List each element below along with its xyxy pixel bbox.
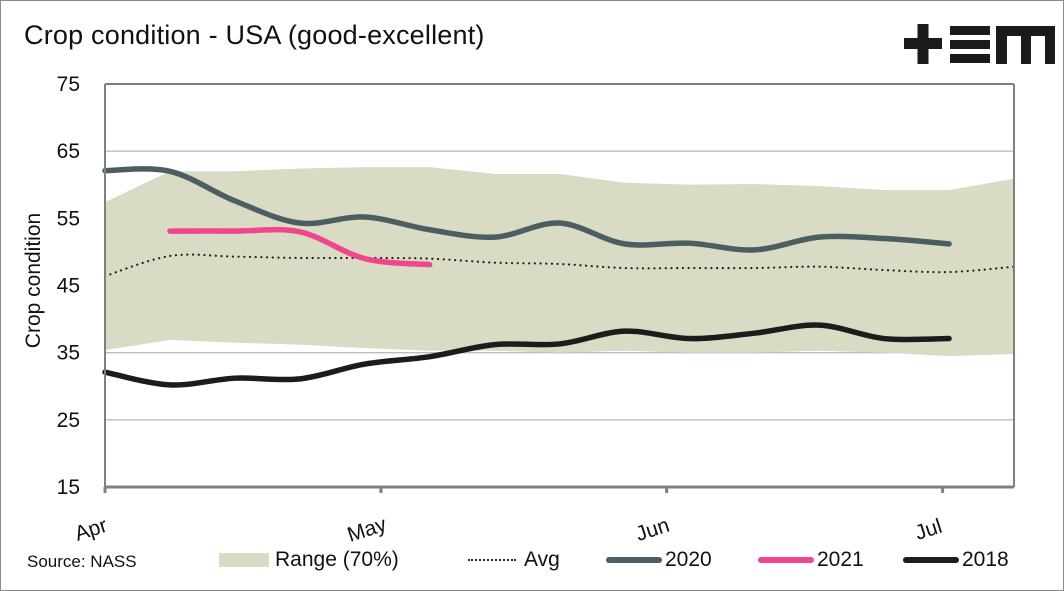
- series-line-2021: [167, 226, 433, 268]
- y-tick-label-65: 65: [57, 140, 80, 163]
- legend: Range (70%) Avg 2020 2021 2018: [0, 548, 1064, 578]
- tem-logo: [904, 24, 1055, 64]
- y-tick-label-35: 35: [57, 342, 80, 365]
- legend-label-range: Range (70%): [275, 548, 399, 571]
- x-tick-label-apr: Apr: [72, 514, 110, 546]
- y-tick-label-25: 25: [57, 409, 80, 432]
- legend-swatch-2020: [606, 557, 662, 563]
- x-tick-label-may: May: [345, 513, 390, 547]
- y-tick-label-15: 15: [57, 476, 80, 499]
- legend-label-2021: 2021: [817, 548, 864, 571]
- y-tick-label-45: 45: [57, 275, 80, 298]
- legend-label-2018: 2018: [962, 548, 1009, 571]
- series-line-2018: [102, 322, 952, 388]
- logo-e-bot: [950, 54, 990, 63]
- legend-swatch-2018: [903, 557, 959, 563]
- logo-plus-v: [917, 24, 929, 64]
- y-axis-title: Crop condition: [22, 213, 45, 348]
- x-tick-label-jun: Jun: [633, 514, 672, 546]
- y-tick-label-55: 55: [57, 207, 80, 230]
- range-band-overlay: [105, 167, 1014, 357]
- legend-item-2021: 2021: [758, 548, 864, 572]
- logo-e-mid: [950, 40, 990, 49]
- legend-item-range: Range (70%): [219, 548, 399, 572]
- source-note: Source: NASS: [27, 552, 137, 571]
- legend-swatch-2021: [758, 557, 814, 563]
- y-tick-label-75: 75: [57, 73, 80, 96]
- legend-swatch-avg: [468, 559, 516, 561]
- logo-m: [996, 26, 1055, 64]
- legend-label-avg: Avg: [524, 548, 560, 571]
- legend-item-2018: 2018: [903, 548, 1009, 572]
- legend-item-avg: Avg: [468, 548, 560, 572]
- series-line-2020: [102, 166, 952, 253]
- logo-e-top: [950, 26, 990, 35]
- legend-label-2020: 2020: [665, 548, 712, 571]
- chart-title: Crop condition - USA (good-excellent): [24, 20, 485, 50]
- legend-swatch-range: [219, 553, 269, 567]
- legend-item-2020: 2020: [606, 548, 712, 572]
- series-line-avg: [103, 253, 1016, 278]
- x-tick-label-jul: Jul: [912, 515, 945, 545]
